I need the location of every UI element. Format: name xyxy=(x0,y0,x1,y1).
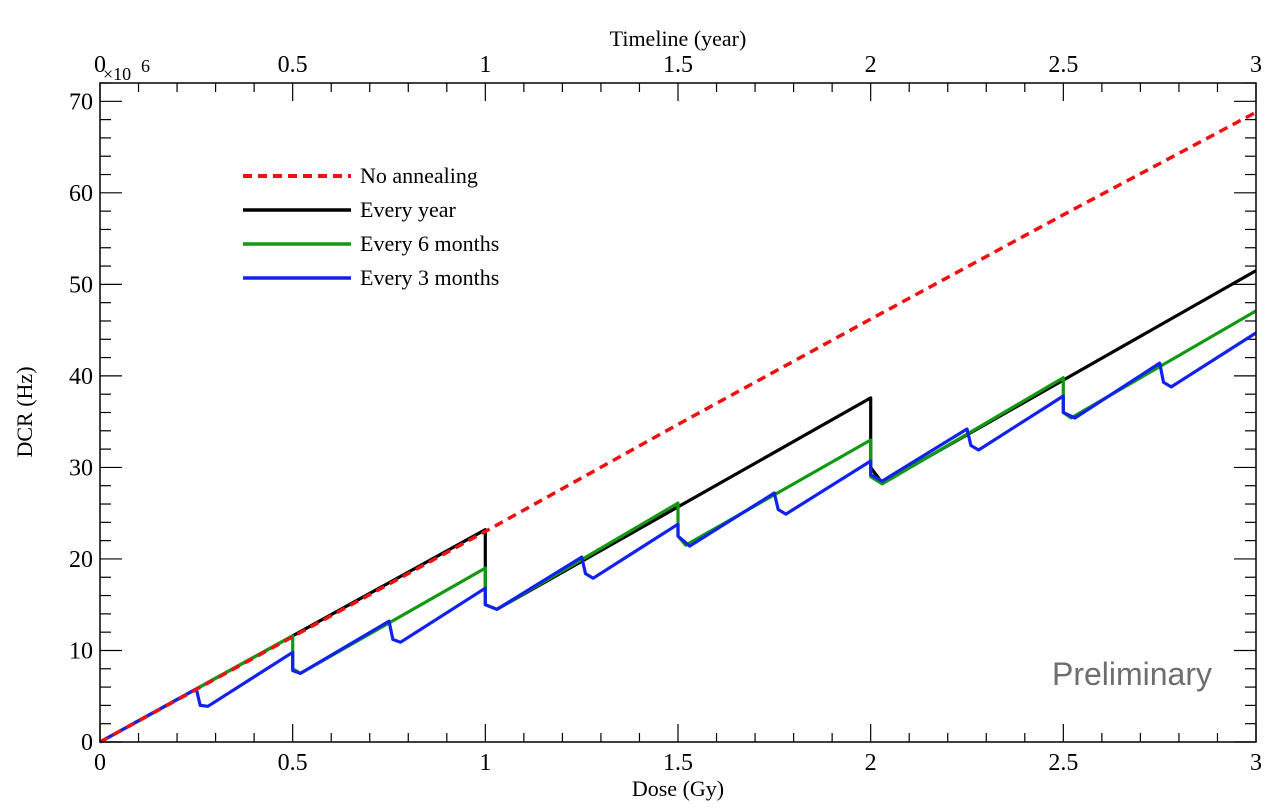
series-line-no-annealing xyxy=(99,110,1257,744)
y-axis-title: DCR (Hz) xyxy=(12,366,37,457)
y-tick-label: 20 xyxy=(69,547,93,573)
x-tick-label: 2 xyxy=(865,750,877,776)
y-exponent-power: 6 xyxy=(141,56,150,76)
x2-axis-title: Timeline (year) xyxy=(610,26,747,51)
x-tick-label: 2.5 xyxy=(1048,750,1078,776)
legend-entry: Every year xyxy=(243,197,457,222)
x-axis-title: Dose (Gy) xyxy=(632,776,724,801)
preliminary-annotation: Preliminary xyxy=(1052,656,1212,692)
y-tick-label: 30 xyxy=(69,455,93,481)
y-tick-label: 10 xyxy=(69,638,93,664)
x2-tick-label: 1 xyxy=(479,52,491,78)
plot-frame xyxy=(99,82,1257,743)
x-tick-label: 1 xyxy=(479,750,491,776)
y-tick-label: 60 xyxy=(69,181,93,207)
x2-tick-label: 1.5 xyxy=(663,52,693,78)
legend-label: Every 3 months xyxy=(360,265,499,290)
y-tick-label: 0 xyxy=(81,730,93,756)
y-tick-label: 70 xyxy=(69,89,93,115)
legend-entry: No annealing xyxy=(243,163,478,188)
x2-tick-label: 0 xyxy=(94,52,106,78)
x2-tick-label: 3 xyxy=(1250,52,1262,78)
legend-label: Every year xyxy=(360,197,457,222)
x2-tick-label: 2.5 xyxy=(1048,52,1078,78)
x-tick-label: 1.5 xyxy=(663,750,693,776)
x-tick-label: 0 xyxy=(94,750,106,776)
legend-entry: Every 3 months xyxy=(243,265,499,290)
y-exponent-base: ×10 xyxy=(103,64,131,84)
y-tick-label: 40 xyxy=(69,364,93,390)
y-exponent-label: ×10 6 xyxy=(103,56,150,84)
y-tick-label: 50 xyxy=(69,272,93,298)
legend-entry: Every 6 months xyxy=(243,231,499,256)
series-line-every-3-months xyxy=(99,331,1257,744)
legend: No annealing Every year Every 6 months Ever… xyxy=(243,163,499,290)
legend-label: Every 6 months xyxy=(360,231,499,256)
x2-tick-label: 0.5 xyxy=(278,52,308,78)
x-tick-label: 0.5 xyxy=(278,750,308,776)
x-tick-label: 3 xyxy=(1250,750,1262,776)
tick-labels: 0 0.5 1 1.5 2 2.5 30 0.5 1 1.5 2 2.5 301020304050607… xyxy=(69,52,1262,776)
x2-tick-label: 2 xyxy=(865,52,877,78)
series-lines xyxy=(99,110,1257,744)
legend-label: No annealing xyxy=(360,163,478,188)
